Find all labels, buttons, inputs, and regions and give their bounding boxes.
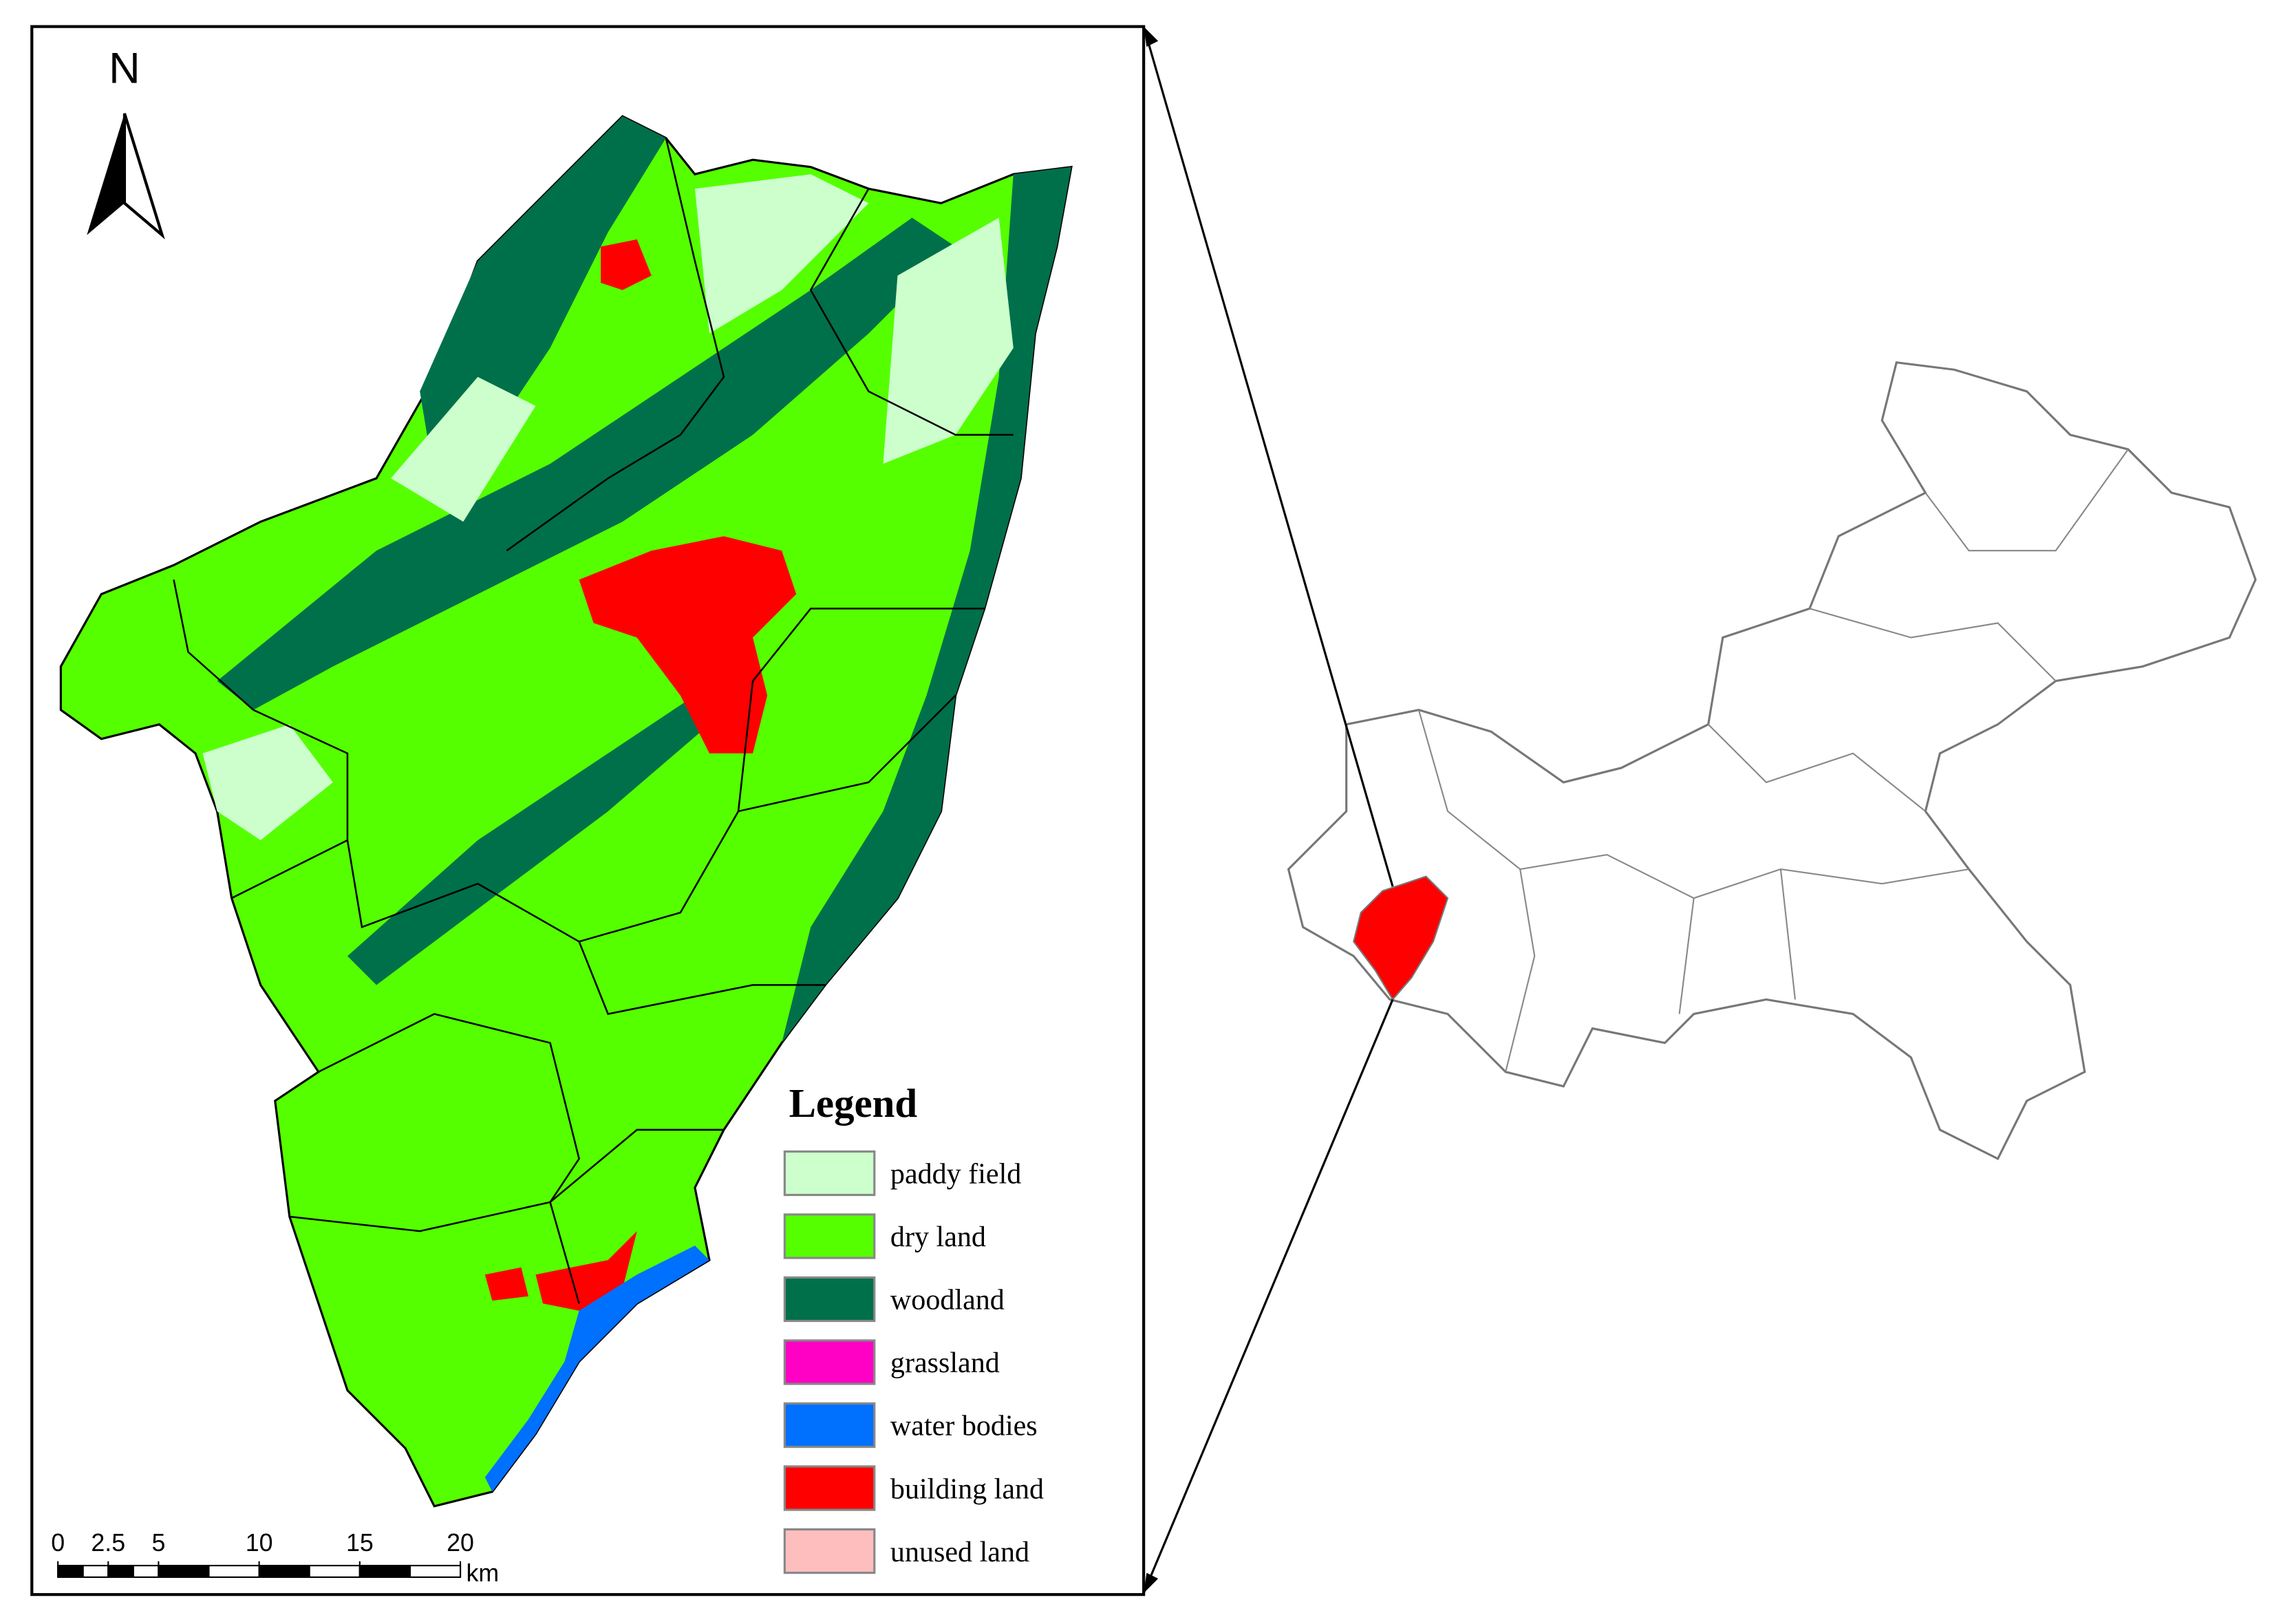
legend-swatch xyxy=(783,1465,876,1511)
scale-segment xyxy=(208,1565,260,1578)
legend-label: dry land xyxy=(890,1221,986,1253)
north-label: N xyxy=(109,45,140,93)
border xyxy=(1417,709,1969,899)
building-patch xyxy=(601,239,652,290)
building-patch xyxy=(484,1267,528,1301)
legend-swatch xyxy=(783,1402,876,1449)
legend-label: grassland xyxy=(890,1347,1000,1379)
scale-segment xyxy=(107,1565,134,1578)
legend-label: woodland xyxy=(890,1285,1005,1316)
scale-tick-label: 0 xyxy=(51,1529,65,1557)
scale-segment xyxy=(409,1565,462,1578)
border xyxy=(1809,608,2057,682)
locator xyxy=(1142,26,2257,1594)
scale-segment xyxy=(132,1565,160,1578)
border xyxy=(1779,868,1796,1000)
border xyxy=(318,1013,580,1203)
scale-segment xyxy=(57,1565,84,1578)
legend: Legend paddy field dry land woodland grassl… xyxy=(783,1081,1044,1574)
north-arrow: N xyxy=(87,45,165,239)
scale-segment xyxy=(158,1565,210,1578)
north-arrow-right xyxy=(122,113,165,239)
arrowhead xyxy=(1144,1572,1159,1594)
legend-swatch xyxy=(783,1528,876,1574)
legend-title: Legend xyxy=(789,1081,918,1126)
border xyxy=(809,188,1014,436)
border xyxy=(578,941,826,1015)
legend-swatch xyxy=(783,1339,876,1385)
border xyxy=(1707,723,1926,812)
north-arrow-left xyxy=(87,113,125,235)
border xyxy=(173,579,255,711)
building-patch xyxy=(579,536,797,754)
county-borders xyxy=(1417,449,2129,1072)
arrowhead xyxy=(1144,26,1159,47)
woodland-ridge xyxy=(782,167,1071,1043)
border xyxy=(1505,868,1536,1072)
highlighted-district xyxy=(1353,875,1449,1001)
woodland-ridge xyxy=(347,695,709,985)
scale-segment xyxy=(82,1565,109,1578)
legend-label: unused land xyxy=(890,1537,1029,1568)
border xyxy=(737,608,985,812)
study-area xyxy=(59,115,1073,1508)
scale-segment xyxy=(358,1565,411,1578)
water-edge xyxy=(484,1246,709,1492)
paddy-patch xyxy=(883,217,1014,464)
legend-label: paddy field xyxy=(890,1159,1021,1190)
border xyxy=(1925,449,2129,552)
border xyxy=(1678,898,1695,1014)
legend-swatch xyxy=(783,1150,876,1197)
scale-tick-label: 15 xyxy=(346,1529,374,1557)
woodland-ridge xyxy=(217,217,956,710)
border xyxy=(231,839,348,899)
connector-line xyxy=(1142,26,1394,887)
scale-segment xyxy=(308,1565,361,1578)
scale-tick-label: 2.5 xyxy=(91,1529,125,1557)
connector-line xyxy=(1142,998,1394,1594)
paddy-patch xyxy=(202,724,333,841)
border xyxy=(506,138,725,552)
paddy-patch xyxy=(391,376,536,522)
scale-tick-label: 5 xyxy=(151,1529,165,1557)
legend-swatch xyxy=(783,1276,876,1323)
township-borders xyxy=(173,138,1014,1304)
legend-label: water bodies xyxy=(890,1411,1038,1442)
scale-unit: km xyxy=(466,1559,499,1587)
paddy-patch xyxy=(694,174,869,334)
legend-swatch xyxy=(783,1213,876,1259)
scale-tick-label: 10 xyxy=(246,1529,273,1557)
legend-label: building land xyxy=(890,1473,1044,1505)
scale-segment xyxy=(258,1565,310,1578)
border xyxy=(253,694,956,943)
border xyxy=(549,1201,580,1304)
scale-tick-label: 20 xyxy=(447,1529,474,1557)
